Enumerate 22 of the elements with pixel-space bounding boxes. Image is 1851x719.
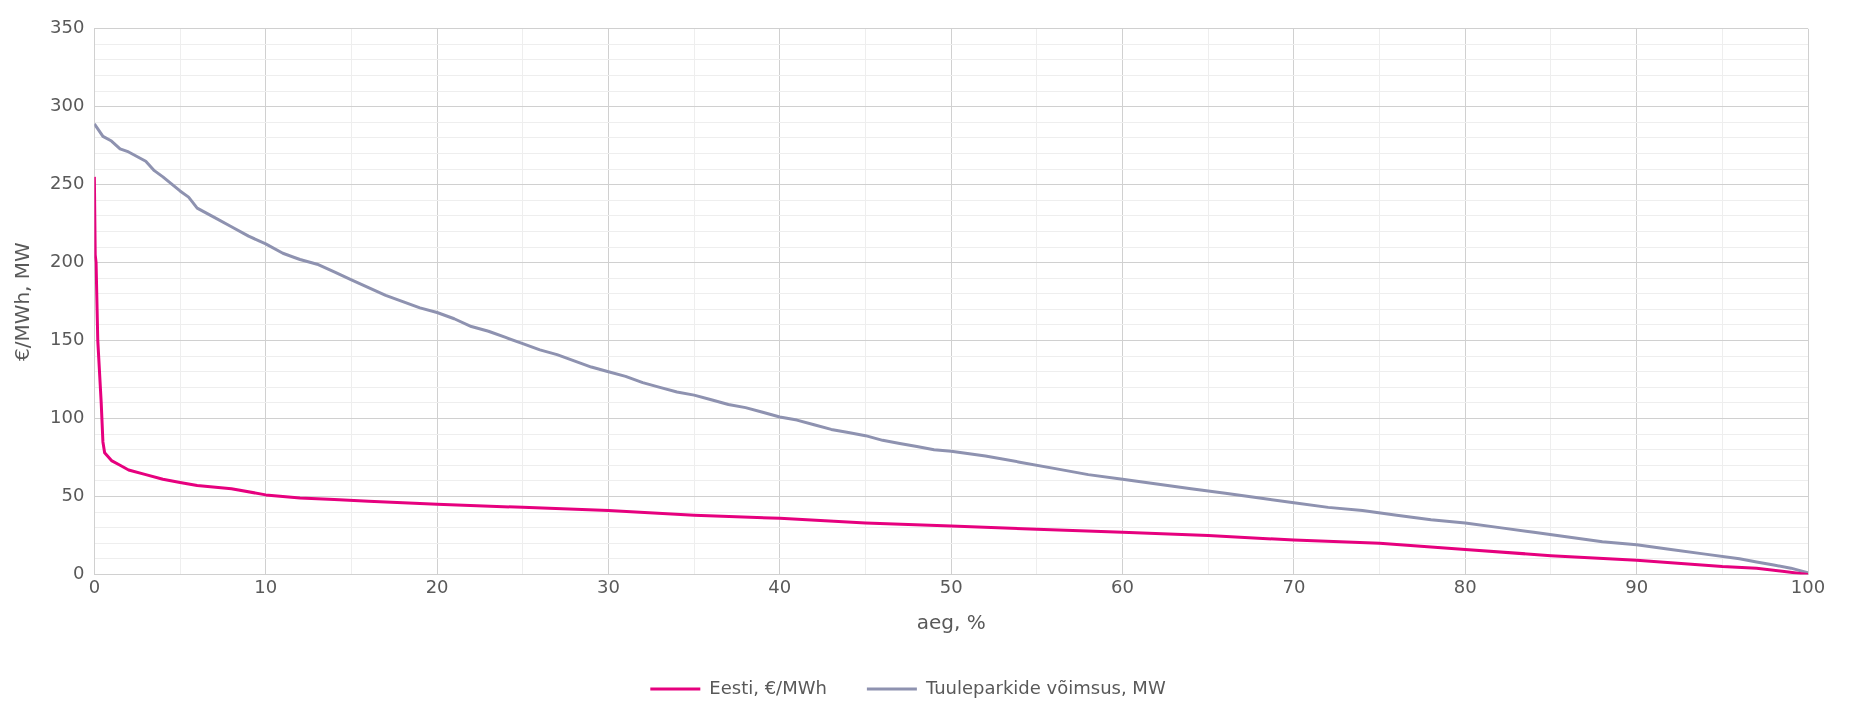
x-tick-label: 30 [597,575,620,597]
legend-label: Eesti, €/MWh [709,676,827,698]
x-tick-label: 0 [88,575,101,597]
y-axis-title: €/MWh, MW [10,241,35,362]
y-tick-label: 50 [61,484,85,506]
x-tick-label: 70 [1282,575,1306,597]
x-tick-label: 50 [939,575,963,597]
y-tick-label: 100 [50,406,85,428]
y-tick-label: 150 [50,328,85,350]
x-tick-label: 60 [1111,575,1134,597]
y-tick-label: 350 [50,16,85,38]
x-tick-label: 20 [425,575,449,597]
legend-label: Tuuleparkide võimsus, MW [924,676,1166,698]
y-tick-label: 300 [50,94,85,116]
x-axis-title: aeg, % [916,610,986,635]
y-tick-label: 250 [50,172,85,194]
x-tick-label: 40 [768,575,792,597]
x-tick-label: 90 [1625,575,1649,597]
x-tick-label: 10 [254,575,278,597]
x-tick-label: 100 [1790,575,1826,597]
x-tick-label: 80 [1453,575,1477,597]
y-tick-label: 200 [50,250,85,272]
